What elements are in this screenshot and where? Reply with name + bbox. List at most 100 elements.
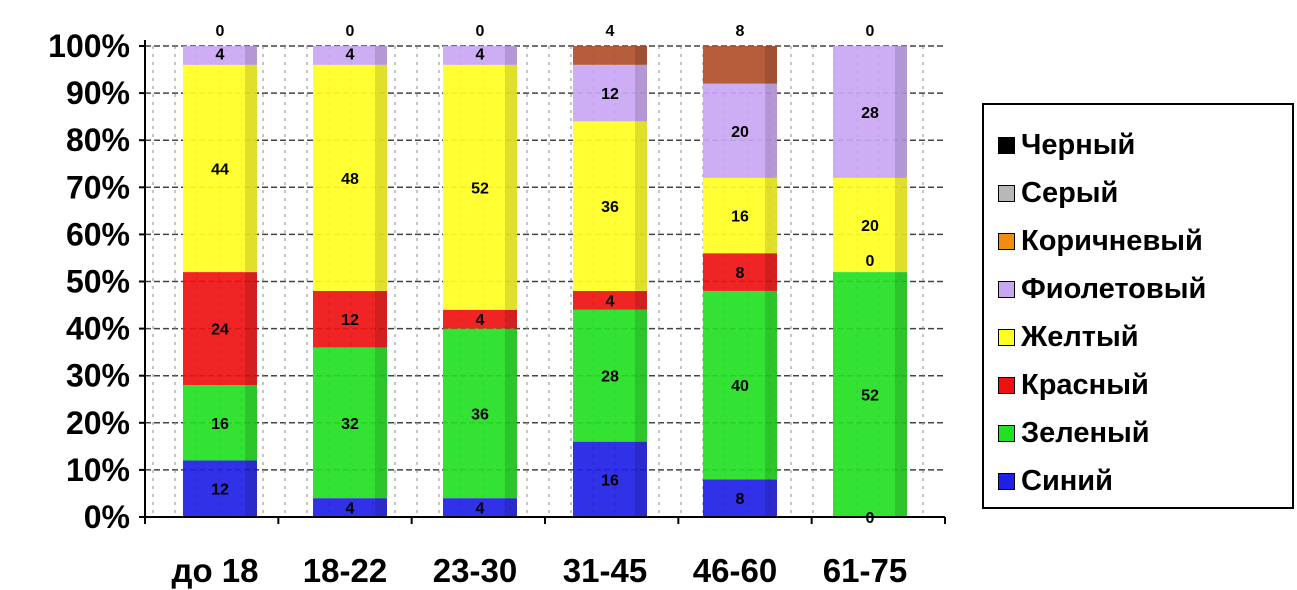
bar-segment — [573, 290, 647, 310]
data-label: 0 — [476, 23, 485, 40]
bar-segment-shade — [765, 46, 777, 84]
legend-item: Фиолетовый — [998, 269, 1206, 309]
data-label: 24 — [211, 322, 229, 339]
data-label: 4 — [606, 23, 615, 40]
data-label: 12 — [601, 86, 619, 103]
bar-segment-shade — [765, 479, 777, 517]
legend-item: Черный — [998, 125, 1135, 165]
data-label: 20 — [861, 218, 879, 235]
bar-segment — [703, 177, 777, 254]
legend-swatch — [998, 328, 1015, 346]
data-label: 52 — [861, 388, 879, 405]
x-tick-label: 46-60 — [693, 552, 777, 589]
y-tick-label: 80% — [66, 122, 130, 158]
data-label: 40 — [731, 378, 749, 395]
legend-label: Коричневый — [1021, 224, 1203, 257]
data-label: 4 — [476, 312, 485, 329]
bar-segment — [703, 479, 777, 517]
bar-segment — [703, 83, 777, 178]
legend-label: Фиолетовый — [1021, 272, 1207, 305]
bar-segment — [573, 46, 647, 65]
legend-label: Серый — [1021, 176, 1119, 209]
bar-segment-shade — [505, 46, 517, 65]
legend-item: Зеленый — [998, 413, 1150, 453]
data-label: 8 — [736, 491, 745, 508]
y-tick-label: 60% — [66, 216, 130, 252]
bar-segment — [703, 46, 777, 84]
data-label: 0 — [866, 510, 875, 527]
data-label: 8 — [736, 265, 745, 282]
legend-swatch — [998, 424, 1015, 442]
bar-segment-shade — [635, 309, 647, 442]
y-tick-label: 90% — [66, 75, 130, 111]
legend-swatch — [998, 232, 1015, 250]
bar-segment-shade — [375, 64, 387, 291]
bar-segment-shade — [635, 121, 647, 291]
bar-segment — [313, 46, 387, 65]
y-tick-label: 40% — [66, 311, 130, 347]
bar-segment — [833, 272, 907, 517]
legend-item: Синий — [998, 461, 1113, 501]
legend-swatch — [998, 184, 1015, 202]
data-label: 16 — [211, 416, 229, 433]
bar-segment-shade — [375, 347, 387, 499]
legend-swatch — [998, 280, 1015, 298]
data-label: 4 — [216, 46, 225, 63]
data-label: 4 — [606, 293, 615, 310]
bar-segment — [313, 290, 387, 348]
x-tick-label: 18-22 — [303, 552, 387, 589]
data-label: 44 — [211, 161, 229, 178]
bar-segment-shade — [245, 460, 257, 517]
data-label: 4 — [346, 501, 355, 518]
y-tick-label: 100% — [48, 28, 130, 64]
legend-item: Желтый — [998, 317, 1139, 357]
bar-segment-shade — [375, 290, 387, 348]
bar-segment — [703, 290, 777, 480]
bar-segment — [573, 64, 647, 122]
bar-segment-shade — [505, 64, 517, 310]
data-label: 4 — [476, 501, 485, 518]
bar-segment-shade — [505, 309, 517, 329]
data-label: 8 — [736, 23, 745, 40]
data-label: 36 — [471, 406, 489, 423]
gridlines — [145, 45, 945, 517]
bar-segment — [443, 64, 517, 310]
data-label: 28 — [601, 369, 619, 386]
bar-segment — [573, 441, 647, 517]
legend-swatch — [998, 136, 1015, 154]
data-label: 28 — [861, 105, 879, 122]
data-label: 4 — [476, 46, 485, 63]
data-label: 52 — [471, 180, 489, 197]
data-label: 20 — [731, 124, 749, 141]
legend-label: Желтый — [1021, 320, 1139, 353]
bar-segment-shade — [635, 290, 647, 310]
bar-segment — [183, 460, 257, 517]
bar-segment-shade — [245, 64, 257, 273]
legend-swatch — [998, 472, 1015, 490]
data-label: 48 — [341, 171, 359, 188]
bar-segment-shade — [505, 498, 517, 517]
bar-segment-shade — [895, 46, 907, 178]
bar-segment — [183, 272, 257, 386]
data-label: 4 — [346, 46, 355, 63]
data-label: 0 — [866, 253, 875, 270]
bar-segment-shade — [635, 64, 647, 122]
x-tick-label: 31-45 — [563, 552, 647, 589]
bar-segment — [183, 64, 257, 273]
bar-segment — [443, 328, 517, 499]
y-tick-label: 50% — [66, 264, 130, 300]
x-tick-label: 61-75 — [823, 552, 907, 589]
bar-segment-shade — [245, 46, 257, 65]
bar-segment-shade — [765, 177, 777, 254]
bar-segment-shade — [635, 441, 647, 517]
data-label: 0 — [216, 23, 225, 40]
data-label: 12 — [211, 482, 229, 499]
bar-segment-shade — [765, 83, 777, 178]
data-labels: 1216244440432124840436452401628436124840… — [211, 23, 879, 527]
y-tick-label: 30% — [66, 358, 130, 394]
y-tick-label: 0% — [84, 499, 130, 535]
data-label: 16 — [731, 209, 749, 226]
bar-segment-shade — [895, 272, 907, 517]
bars — [183, 46, 907, 517]
bar-segment-shade — [765, 290, 777, 480]
